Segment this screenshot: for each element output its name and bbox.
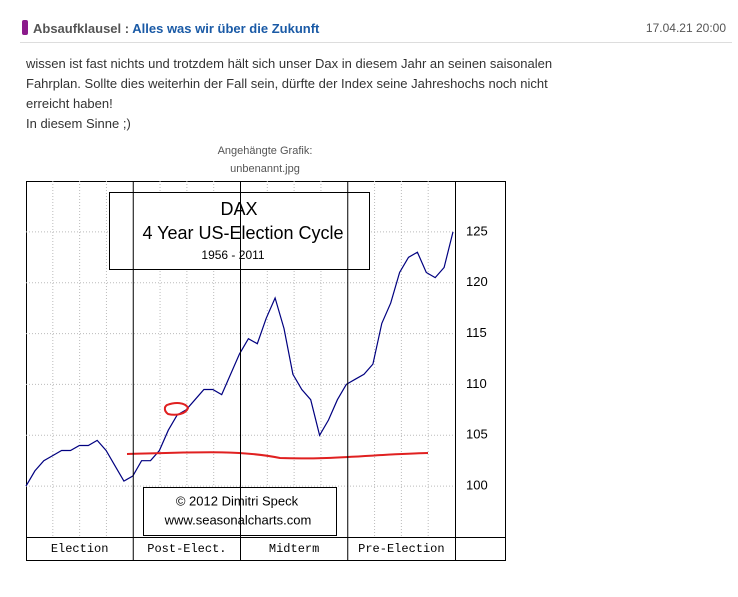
credit: www.seasonalcharts.com <box>164 512 312 527</box>
body-line: erreicht haben! <box>26 96 113 111</box>
header-line: Absaufklausel : Alles was wir über die Z… <box>33 21 319 36</box>
y-tick-label: 115 <box>466 325 487 340</box>
y-tick-label: 110 <box>466 376 487 391</box>
attachment-name: unbenannt.jpg <box>230 163 300 175</box>
period: 1956 - 2011 <box>201 248 264 262</box>
post-title[interactable]: Alles was wir über die Zukunft <box>132 21 320 36</box>
post-body: wissen ist fast nichts und trotzdem hält… <box>26 54 552 134</box>
phase-label: Pre-Election <box>358 542 444 556</box>
author[interactable]: Absaufklausel <box>33 21 122 36</box>
y-tick-label: 125 <box>466 223 488 238</box>
title-box <box>109 192 370 270</box>
annotation-line <box>126 451 429 460</box>
grid <box>26 181 455 537</box>
phase-label: Midterm <box>269 542 319 556</box>
body-line: Fahrplan. Sollte dies weiterhin der Fall… <box>26 76 548 91</box>
body-line: wissen ist fast nichts und trotzdem hält… <box>26 56 553 71</box>
y-tick-label: 120 <box>466 274 488 289</box>
data-line <box>25 231 454 487</box>
separator: : <box>124 21 130 36</box>
annotation-circle <box>163 402 190 416</box>
body-line: In diesem Sinne ;) <box>26 116 131 131</box>
marker <box>22 20 28 35</box>
y-tick-label: 100 <box>466 478 488 493</box>
phase-label: Post-Elect. <box>147 542 226 556</box>
post-header: Absaufklausel : Alles was wir über die Z… <box>20 18 732 43</box>
phase-label: Election <box>51 542 109 556</box>
chart-subtitle: 4 Year US-Election Cycle <box>142 223 343 243</box>
date: 17.04.21 20:00 <box>645 21 726 35</box>
chart-title: DAX <box>220 199 257 219</box>
attachment-label: Angehängte Grafik: <box>217 145 313 157</box>
credit: © 2012 Dimitri Speck <box>176 493 299 508</box>
plot <box>25 231 454 487</box>
y-tick-label: 105 <box>466 427 488 442</box>
